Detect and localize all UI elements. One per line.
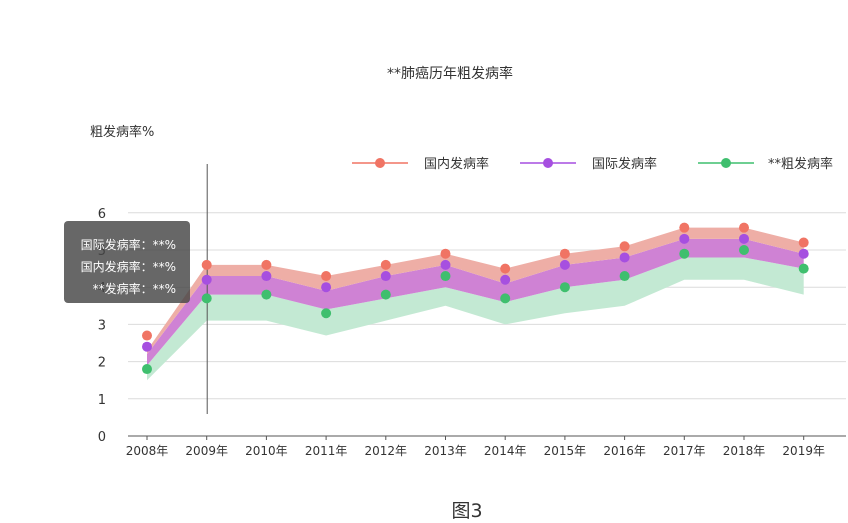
legend-domestic-marker: [375, 158, 385, 168]
data-point-series-0: [321, 271, 332, 282]
x-tick-label: 2017年: [663, 444, 706, 458]
data-point-series-0: [739, 222, 749, 233]
data-point-series-1: [619, 252, 630, 263]
y-axis-label: 粗发病率%: [90, 124, 154, 140]
data-point-series-2: [380, 289, 391, 300]
data-point-series-2: [798, 263, 809, 274]
y-tick-label: 6: [98, 207, 106, 222]
data-point-series-0: [201, 259, 212, 270]
data-point-series-2: [142, 364, 152, 375]
legend-international-label: 国际发病率: [592, 156, 657, 172]
data-point-series-2: [440, 271, 451, 282]
series-band-2: [147, 257, 804, 381]
data-point-series-1: [500, 274, 511, 285]
x-tick-label: 2014年: [484, 444, 527, 458]
data-point-series-1: [679, 233, 690, 244]
x-tick-label: 2009年: [185, 444, 228, 458]
chart-title: **肺癌历年粗发病率: [387, 65, 513, 82]
y-tick-label: 3: [98, 318, 106, 333]
x-tick-label: 2013年: [424, 444, 467, 458]
data-point-series-2: [201, 293, 212, 304]
legend-local-label: **粗发病率: [768, 156, 833, 172]
data-point-series-0: [142, 330, 152, 341]
x-tick-label: 2011年: [305, 444, 348, 458]
data-point-series-1: [798, 248, 809, 259]
data-point-series-0: [380, 259, 391, 270]
legend-domestic-label: 国内发病率: [424, 156, 489, 172]
data-point-series-0: [559, 248, 570, 259]
x-tick-label: 2010年: [245, 444, 288, 458]
x-tick-label: 2015年: [544, 444, 587, 458]
data-point-series-1: [559, 259, 570, 270]
data-point-series-1: [380, 271, 391, 282]
x-tick-label: 2016年: [603, 444, 646, 458]
x-tick-label: 2012年: [365, 444, 408, 458]
data-point-series-2: [261, 289, 272, 300]
data-point-series-1: [739, 233, 749, 244]
data-point-series-0: [440, 248, 451, 259]
tooltip-row-local: **发病率：**%: [92, 282, 176, 296]
data-point-series-1: [201, 274, 212, 285]
x-tick-label: 2019年: [782, 444, 825, 458]
data-point-series-2: [739, 245, 749, 255]
y-tick-label: 0: [98, 430, 106, 445]
data-point-series-2: [321, 308, 332, 319]
tooltip-row-domestic: 国内发病率：**%: [80, 260, 176, 274]
data-point-series-1: [440, 259, 451, 270]
series-band-1: [147, 238, 804, 366]
data-point-series-1: [321, 282, 332, 293]
legend-local-marker: [721, 158, 731, 168]
y-tick-label: 1: [98, 393, 106, 408]
data-point-series-1: [142, 341, 152, 352]
data-point-series-2: [679, 248, 690, 259]
data-point-series-2: [559, 282, 570, 293]
data-point-series-0: [500, 263, 511, 274]
x-tick-label: 2018年: [723, 444, 766, 458]
data-point-series-1: [261, 271, 272, 282]
y-tick-label: 2: [98, 356, 106, 371]
tooltip-row-intl: 国际发病率：**%: [80, 238, 176, 252]
tooltip: 国际发病率：**% 国内发病率：**% **发病率：**%: [64, 221, 190, 303]
figure-caption: 图3: [451, 500, 483, 522]
data-point-series-2: [619, 271, 630, 282]
data-point-series-2: [500, 293, 511, 304]
data-point-series-0: [798, 237, 809, 248]
x-tick-label: 2008年: [126, 444, 169, 458]
data-point-series-0: [261, 259, 272, 270]
legend-international-marker: [543, 158, 553, 168]
data-point-series-0: [619, 241, 630, 252]
data-point-series-0: [679, 222, 690, 233]
